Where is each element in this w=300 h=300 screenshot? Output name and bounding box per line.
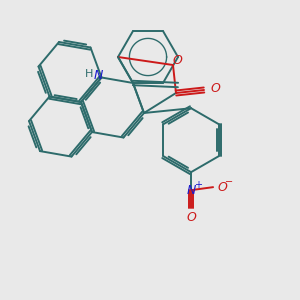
Text: N: N: [94, 69, 103, 82]
Text: N: N: [186, 184, 196, 196]
Text: +: +: [194, 180, 202, 190]
Text: O: O: [172, 53, 182, 67]
Text: O: O: [186, 211, 196, 224]
Text: O: O: [210, 82, 220, 94]
Text: H: H: [85, 70, 94, 80]
Text: O: O: [217, 181, 227, 194]
Text: −: −: [225, 177, 233, 187]
